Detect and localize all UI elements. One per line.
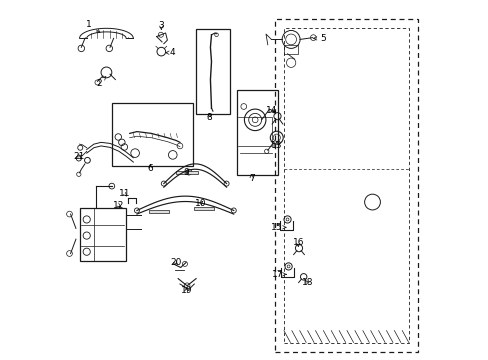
Bar: [284, 28, 408, 343]
Bar: [284, 45, 298, 54]
Text: 4: 4: [165, 48, 175, 57]
Text: 7: 7: [248, 174, 254, 183]
Text: 11: 11: [119, 189, 130, 198]
Text: 19: 19: [180, 285, 192, 294]
Text: 13: 13: [270, 141, 282, 150]
Bar: [274, 19, 418, 352]
Text: 10: 10: [195, 199, 206, 208]
Bar: [149, 210, 169, 213]
Bar: [236, 90, 277, 175]
Bar: [194, 207, 214, 210]
Text: 12: 12: [112, 201, 123, 210]
Text: 6: 6: [147, 164, 153, 173]
Text: 16: 16: [292, 238, 304, 247]
Text: 17: 17: [271, 270, 286, 279]
Bar: [112, 103, 192, 166]
Text: 5: 5: [313, 34, 325, 43]
Text: 18: 18: [301, 278, 312, 287]
Bar: [80, 208, 126, 261]
Bar: [196, 30, 230, 114]
Text: 9: 9: [183, 168, 188, 177]
Text: 1: 1: [85, 19, 100, 33]
Text: 2: 2: [96, 77, 105, 88]
Text: 14: 14: [265, 105, 277, 114]
Text: 8: 8: [206, 113, 212, 122]
Text: 21: 21: [73, 152, 84, 161]
Text: 15: 15: [270, 223, 285, 232]
Text: 3: 3: [158, 21, 164, 30]
Bar: [176, 171, 198, 174]
Text: 20: 20: [170, 258, 181, 267]
